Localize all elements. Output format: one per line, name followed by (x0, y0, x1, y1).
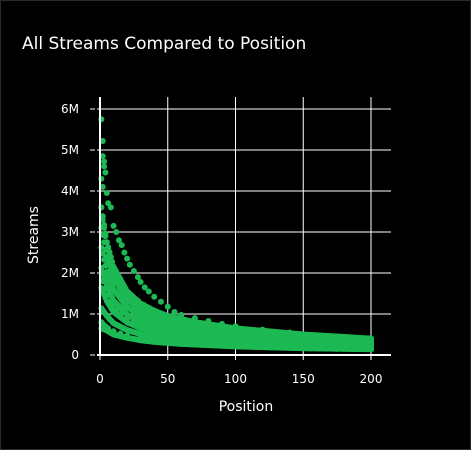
x-axis-title: Position (219, 399, 274, 415)
x-tick-label: 0 (96, 372, 104, 386)
y-axis-title: Streams (26, 206, 42, 264)
data-point (146, 288, 152, 294)
data-point (165, 304, 171, 310)
data-point (158, 299, 164, 305)
data-point (102, 231, 108, 237)
data-point (121, 250, 127, 256)
x-tick-label: 150 (292, 372, 315, 386)
data-point (138, 279, 144, 285)
data-point (119, 242, 125, 248)
data-point (101, 163, 107, 169)
y-tick-label: 1M (61, 307, 79, 321)
x-tick-label: 100 (224, 372, 247, 386)
data-point (131, 268, 137, 274)
data-point (113, 229, 119, 235)
y-tick-label: 3M (61, 225, 79, 239)
data-points (98, 116, 374, 352)
data-point (124, 256, 130, 262)
data-point (102, 170, 108, 176)
y-tick-label: 4M (61, 184, 79, 198)
x-tick-label: 200 (360, 372, 383, 386)
data-point (368, 336, 374, 342)
y-tick-label: 2M (61, 266, 79, 280)
data-point (108, 204, 114, 210)
data-point (111, 223, 117, 229)
y-tick-label: 6M (61, 102, 79, 116)
y-tick-label: 5M (61, 143, 79, 157)
y-tick-label: 0 (71, 348, 79, 362)
data-point (151, 294, 157, 300)
data-point (101, 222, 107, 228)
data-point (104, 190, 110, 196)
x-tick-label: 50 (160, 372, 175, 386)
data-point (127, 262, 133, 268)
